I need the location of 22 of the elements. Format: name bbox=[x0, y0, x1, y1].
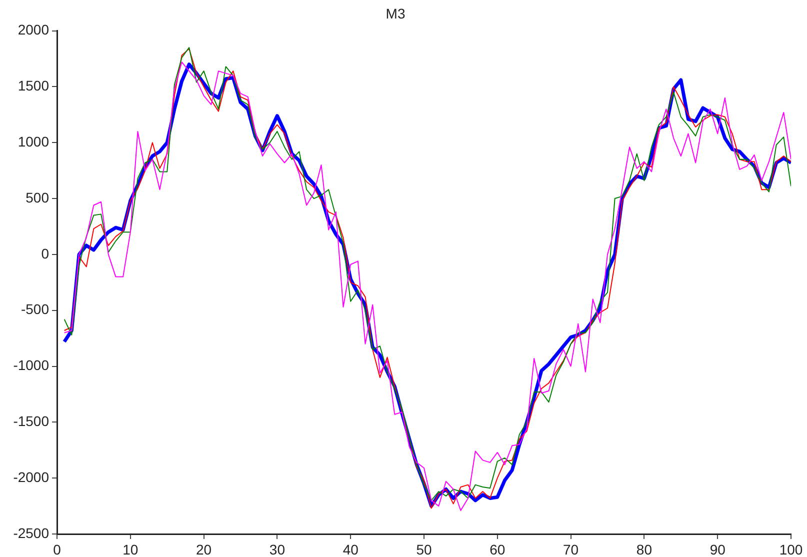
y-tick-label: -1500 bbox=[13, 413, 50, 430]
x-tick-label: 60 bbox=[490, 541, 506, 557]
y-tick-label: -1000 bbox=[13, 357, 50, 374]
y-tick-label: 1500 bbox=[18, 78, 50, 94]
y-tick-label: 0 bbox=[41, 245, 50, 262]
y-tick-label: -2000 bbox=[13, 468, 50, 485]
y-tick-label: 500 bbox=[26, 189, 50, 206]
x-tick-label: 50 bbox=[416, 541, 432, 557]
x-tick-label: 100 bbox=[779, 541, 803, 557]
x-tick-label: 0 bbox=[53, 541, 62, 557]
chart-title: M3 bbox=[386, 5, 406, 22]
x-tick-label: 10 bbox=[122, 541, 138, 557]
x-tick-label: 80 bbox=[636, 541, 652, 557]
x-tick-label: 40 bbox=[342, 541, 359, 557]
y-tick-label: 2000 bbox=[18, 22, 50, 38]
x-tick-label: 30 bbox=[269, 541, 286, 557]
x-tick-label: 90 bbox=[710, 541, 726, 557]
x-tick-label: 20 bbox=[196, 541, 212, 557]
x-tick-label: 70 bbox=[563, 541, 579, 557]
y-tick-label: 1000 bbox=[18, 133, 50, 150]
y-tick-label: -2500 bbox=[13, 524, 50, 541]
y-tick-label: -500 bbox=[20, 301, 50, 318]
